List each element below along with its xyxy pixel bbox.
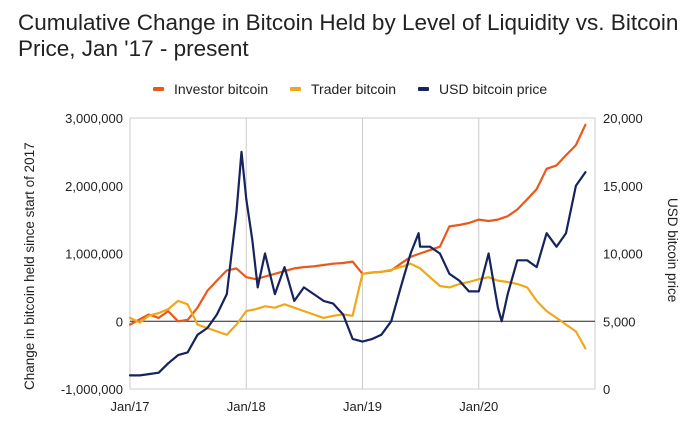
x-tick-label: Jan/19 (343, 399, 382, 414)
series-line-investor (128, 123, 587, 326)
series-line-trader (128, 262, 587, 350)
x-tick-label: Jan/17 (110, 399, 149, 414)
legend-swatch-investor (153, 87, 164, 91)
y-tick-label-right: 20,000 (603, 111, 643, 126)
legend-label-investor: Investor bitcoin (174, 81, 269, 97)
y-tick-label-left: 2,000,000 (65, 179, 123, 194)
x-tick-label: Jan/18 (227, 399, 266, 414)
x-tick-label: Jan/20 (459, 399, 498, 414)
plot-border (129, 117, 596, 390)
y-tick-label-left: -1,000,000 (61, 382, 123, 397)
legend-label-price: USD bitcoin price (439, 81, 548, 97)
y-tick-label-left: 0 (116, 314, 123, 329)
chart-legend: Investor bitcoin Trader bitcoin USD bitc… (0, 80, 700, 100)
chart-title: Cumulative Change in Bitcoin Held by Lev… (18, 10, 679, 61)
y-tick-label-left: 3,000,000 (65, 111, 123, 126)
series-line-price (128, 150, 587, 377)
y-tick-label-right: 10,000 (603, 247, 643, 262)
legend-swatch-trader (290, 87, 301, 91)
y-tick-label-right: 0 (603, 382, 610, 397)
legend-label-trader: Trader bitcoin (311, 81, 397, 97)
y-tick-label-left: 1,000,000 (65, 247, 123, 262)
y-tick-label-right: 15,000 (603, 179, 643, 194)
y-tick-label-right: 5,000 (603, 314, 636, 329)
legend-swatch-price (418, 87, 429, 91)
